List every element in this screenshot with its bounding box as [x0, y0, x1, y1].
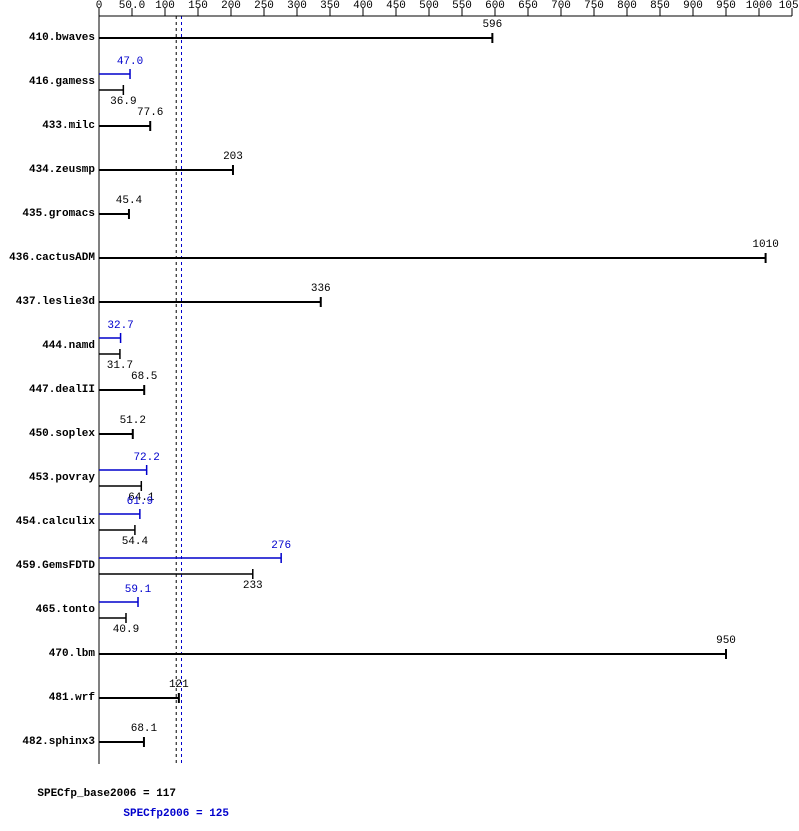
axis-tick-label: 50.0: [119, 0, 145, 12]
base-value-label: 68.1: [131, 723, 157, 735]
summary-label: SPECfp_base2006 = 117: [0, 788, 176, 800]
benchmark-label: 435.gromacs: [0, 208, 95, 220]
axis-tick-label: 650: [518, 0, 538, 12]
base-value-label: 54.4: [122, 536, 148, 548]
base-value-label: 51.2: [120, 415, 146, 427]
benchmark-label: 437.leslie3d: [0, 296, 95, 308]
spec-chart: 0 50.0 100 150 200 250 300 350 400 450 500 550 600 65…: [0, 0, 799, 831]
benchmark-label: 459.GemsFDTD: [0, 560, 95, 572]
axis-tick-label: 750: [584, 0, 604, 12]
base-value-label: 233: [243, 580, 263, 592]
base-value-label: 203: [223, 151, 243, 163]
base-value-label: 31.7: [107, 360, 133, 372]
axis-tick-label: 100: [155, 0, 175, 12]
axis-tick-label: 1050: [779, 0, 799, 12]
base-value-label: 121: [169, 679, 189, 691]
benchmark-label: 433.milc: [0, 120, 95, 132]
benchmark-label: 482.sphinx3: [0, 736, 95, 748]
benchmark-label: 453.povray: [0, 472, 95, 484]
axis-tick-label: 850: [650, 0, 670, 12]
axis-tick-label: 550: [452, 0, 472, 12]
benchmark-label: 470.lbm: [0, 648, 95, 660]
axis-tick-label: 200: [221, 0, 241, 12]
axis-tick-label: 400: [353, 0, 373, 12]
base-value-label: 77.6: [137, 107, 163, 119]
axis-tick-label: 450: [386, 0, 406, 12]
peak-value-label: 72.2: [133, 452, 159, 464]
axis-tick-label: 500: [419, 0, 439, 12]
benchmark-label: 436.cactusADM: [0, 252, 95, 264]
summary-label: SPECfp2006 = 125: [0, 808, 229, 820]
peak-value-label: 59.1: [125, 584, 151, 596]
base-value-label: 596: [482, 19, 502, 31]
benchmark-label: 416.gamess: [0, 76, 95, 88]
axis-tick-label: 950: [716, 0, 736, 12]
benchmark-label: 465.tonto: [0, 604, 95, 616]
benchmark-label: 447.dealII: [0, 384, 95, 396]
peak-value-label: 32.7: [107, 320, 133, 332]
peak-value-label: 47.0: [117, 56, 143, 68]
axis-tick-label: 600: [485, 0, 505, 12]
peak-value-label: 61.9: [127, 496, 153, 508]
benchmark-label: 450.soplex: [0, 428, 95, 440]
axis-tick-label: 150: [188, 0, 208, 12]
axis-tick-label: 250: [254, 0, 274, 12]
base-value-label: 950: [716, 635, 736, 647]
base-value-label: 45.4: [116, 195, 142, 207]
benchmark-label: 454.calculix: [0, 516, 95, 528]
axis-tick-label: 800: [617, 0, 637, 12]
base-value-label: 1010: [752, 239, 778, 251]
peak-value-label: 276: [271, 540, 291, 552]
benchmark-label: 434.zeusmp: [0, 164, 95, 176]
base-value-label: 68.5: [131, 371, 157, 383]
benchmark-label: 481.wrf: [0, 692, 95, 704]
benchmark-label: 410.bwaves: [0, 32, 95, 44]
axis-tick-label: 300: [287, 0, 307, 12]
base-value-label: 36.9: [110, 96, 136, 108]
axis-tick-label: 1000: [746, 0, 772, 12]
axis-tick-label: 0: [96, 0, 103, 12]
axis-tick-label: 350: [320, 0, 340, 12]
axis-tick-label: 900: [683, 0, 703, 12]
axis-tick-label: 700: [551, 0, 571, 12]
base-value-label: 336: [311, 283, 331, 295]
benchmark-label: 444.namd: [0, 340, 95, 352]
base-value-label: 40.9: [113, 624, 139, 636]
